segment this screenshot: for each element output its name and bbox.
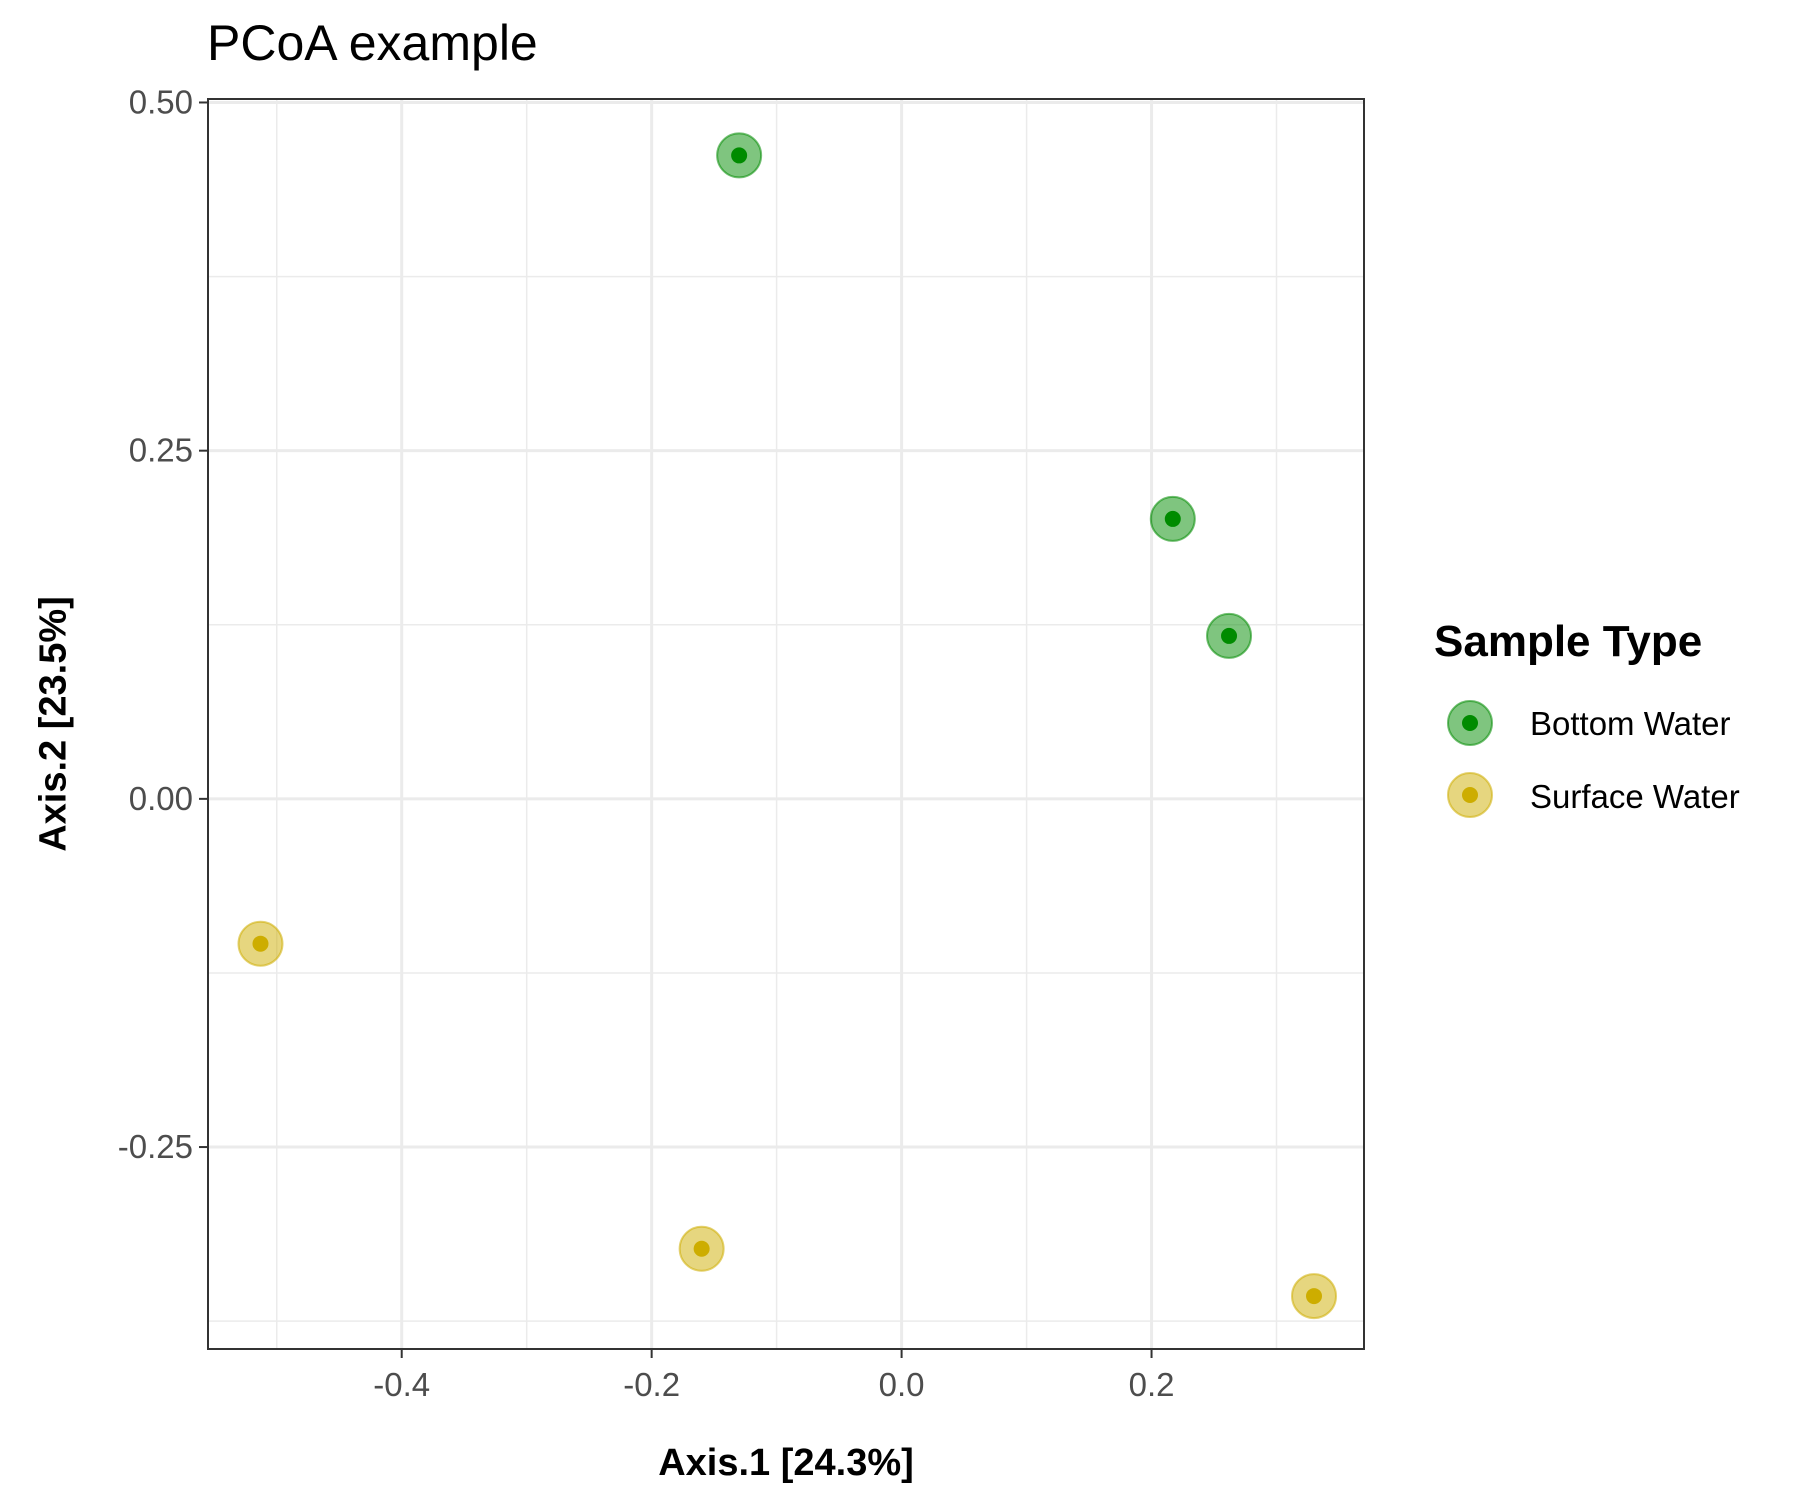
x-axis-title: Axis.1 [24.3%]	[658, 1442, 914, 1484]
x-tick-label: -0.2	[623, 1366, 680, 1403]
y-tick-label: 0.25	[129, 432, 193, 469]
points-layer	[237, 132, 1338, 1320]
legend-label: Bottom Water	[1530, 705, 1731, 742]
data-point-dot	[1221, 627, 1238, 644]
legend-label: Surface Water	[1530, 778, 1740, 815]
y-tick-label: 0.50	[129, 83, 193, 120]
ticks-layer: -0.4 -0.2 0.0 0.2 0.50 0.25 0.00 -0.25	[118, 83, 1175, 1403]
legend: Sample Type Bottom Water Surface Water	[1434, 617, 1740, 818]
legend-key-dot	[1462, 715, 1478, 731]
data-point[interactable]	[1206, 612, 1253, 659]
y-tick-label: -0.25	[118, 1128, 193, 1165]
data-point[interactable]	[1291, 1273, 1338, 1320]
legend-item-surface-water[interactable]: Surface Water	[1447, 772, 1740, 818]
data-point-dot	[1306, 1288, 1323, 1305]
data-point[interactable]	[1149, 495, 1196, 542]
data-point-dot	[252, 935, 269, 952]
y-axis-title: Axis.2 [23.5%]	[32, 596, 74, 852]
data-point-dot	[731, 147, 748, 164]
data-point-dot	[693, 1240, 710, 1257]
data-point[interactable]	[678, 1225, 725, 1272]
x-tick-label: -0.4	[373, 1366, 430, 1403]
y-tick-label: 0.00	[129, 780, 193, 817]
grid-layer	[208, 99, 1364, 1349]
data-point[interactable]	[237, 920, 284, 967]
chart-title: PCoA example	[207, 15, 538, 71]
legend-key-dot	[1462, 787, 1478, 803]
legend-item-bottom-water[interactable]: Bottom Water	[1447, 700, 1731, 746]
x-tick-label: 0.0	[879, 1366, 925, 1403]
data-point[interactable]	[716, 132, 763, 179]
legend-title: Sample Type	[1434, 617, 1702, 666]
data-point-dot	[1164, 510, 1181, 527]
x-tick-label: 0.2	[1129, 1366, 1175, 1403]
plot-panel-border	[207, 98, 1365, 1350]
